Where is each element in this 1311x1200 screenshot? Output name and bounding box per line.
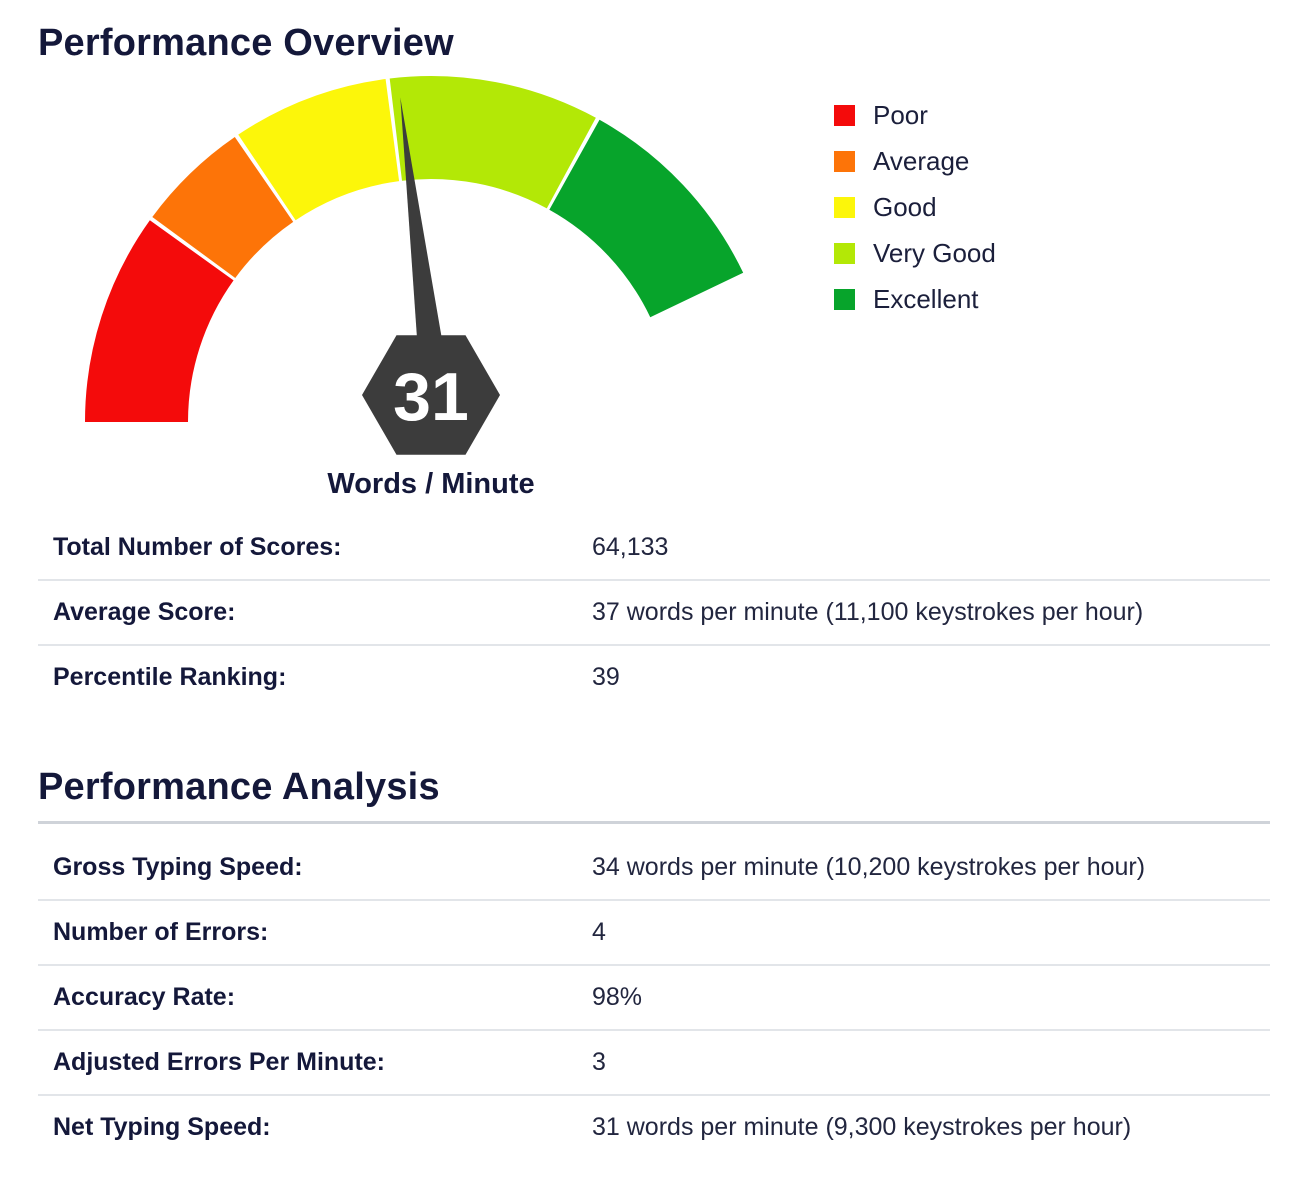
table-row: Average Score: 37 words per minute (11,10… (38, 580, 1270, 646)
gauge-hub-hexagon (362, 335, 500, 455)
gauge-band-excellent (549, 119, 744, 318)
row-value: 4 (592, 900, 1270, 966)
legend-label: Very Good (873, 237, 996, 268)
row-value: 31 words per minute (9,300 keystrokes pe… (592, 1113, 1132, 1141)
gauge-band-good (238, 78, 400, 221)
table-row: Adjusted Errors Per Minute: 3 (38, 1030, 1270, 1096)
row-label: Number of Errors: (38, 900, 592, 966)
legend-label: Poor (873, 99, 928, 130)
row-label: Percentile Ranking: (53, 663, 287, 691)
row-value: 39 (592, 663, 620, 691)
legend-item: Excellent (834, 276, 996, 322)
performance-analysis-title: Performance Analysis (38, 766, 440, 808)
row-label: Gross Typing Speed: (38, 836, 592, 901)
section-divider (38, 821, 1270, 824)
legend-item: Very Good (834, 230, 996, 276)
legend-label: Good (873, 191, 937, 222)
gauge-value: 31 (393, 359, 469, 435)
performance-overview-title: Performance Overview (38, 22, 454, 64)
row-value: 34 words per minute (10,200 keystrokes p… (592, 836, 1270, 901)
row-value: 3 (592, 1030, 1270, 1096)
row-value: 98% (592, 965, 1270, 1031)
legend-swatch (834, 288, 855, 310)
gauge-legend: Poor Average Good Very Good Excellent (834, 92, 996, 322)
legend-label: Average (873, 145, 970, 176)
legend-swatch (834, 242, 855, 264)
legend-swatch (834, 196, 855, 218)
row-label: Total Number of Scores: (38, 516, 592, 581)
row-value: 64,133 (592, 516, 1270, 581)
legend-swatch (834, 150, 855, 172)
table-row: Total Number of Scores: 64,133 (38, 516, 1270, 581)
table-row: Number of Errors: 4 (38, 900, 1270, 966)
gauge-unit-label: Words / Minute (327, 468, 534, 500)
table-row: Net Typing Speed: 31 words per minute (9,… (38, 1095, 1270, 1159)
table-row: Accuracy Rate: 98% (38, 965, 1270, 1031)
row-label: Accuracy Rate: (38, 965, 592, 1031)
legend-item: Poor (834, 92, 996, 138)
legend-label: Excellent (873, 283, 979, 314)
legend-item: Average (834, 138, 996, 184)
gauge-band-poor (85, 220, 234, 422)
gauge-needle (400, 97, 444, 354)
row-label: Average Score: (38, 580, 592, 646)
overview-table: Total Number of Scores: 64,133 Average Sco… (38, 516, 1270, 709)
gauge-band-average (152, 137, 294, 278)
legend-swatch (834, 104, 855, 126)
legend-item: Good (834, 184, 996, 230)
row-value: 37 words per minute (11,100 keystrokes p… (592, 580, 1270, 646)
table-row: Percentile Ranking: 39 (38, 645, 1270, 709)
analysis-table: Gross Typing Speed: 34 words per minute (… (38, 836, 1270, 1159)
table-row: Gross Typing Speed: 34 words per minute (… (38, 836, 1270, 901)
row-label: Net Typing Speed: (53, 1113, 271, 1141)
speed-gauge: 31 Words / Minute (85, 76, 744, 500)
row-label: Adjusted Errors Per Minute: (38, 1030, 592, 1096)
gauge-band-very-good (389, 76, 596, 209)
